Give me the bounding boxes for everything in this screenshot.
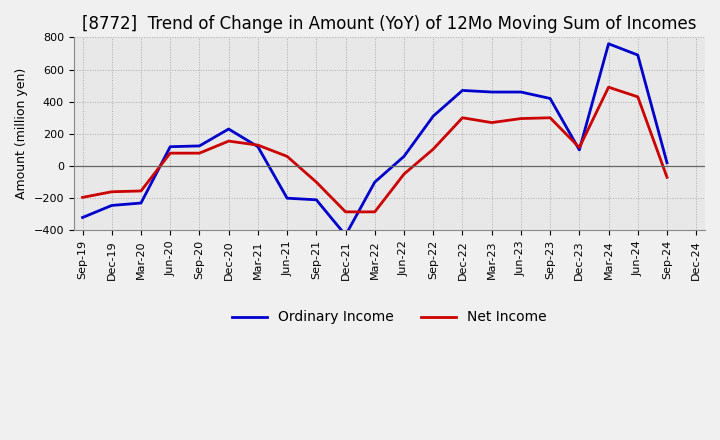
Net Income (604, 84, 613, 90)
Ordinary Income (604, 41, 613, 46)
Net Income (166, 150, 174, 156)
Ordinary Income (107, 203, 116, 208)
Net Income (312, 180, 320, 185)
Ordinary Income (283, 195, 292, 201)
Net Income (78, 195, 87, 200)
Net Income (253, 143, 262, 148)
Net Income (458, 115, 467, 121)
Net Income (487, 120, 496, 125)
Net Income (575, 145, 584, 150)
Legend: Ordinary Income, Net Income: Ordinary Income, Net Income (226, 305, 552, 330)
Net Income (341, 209, 350, 215)
Ordinary Income (78, 215, 87, 220)
Ordinary Income (400, 154, 408, 159)
Ordinary Income (487, 89, 496, 95)
Net Income (516, 116, 525, 121)
Net Income (195, 150, 204, 156)
Net Income (546, 115, 554, 121)
Ordinary Income (458, 88, 467, 93)
Net Income (634, 94, 642, 99)
Line: Ordinary Income: Ordinary Income (83, 44, 667, 235)
Ordinary Income (371, 180, 379, 185)
Ordinary Income (546, 96, 554, 101)
Ordinary Income (253, 144, 262, 149)
Ordinary Income (341, 233, 350, 238)
Ordinary Income (312, 197, 320, 202)
Net Income (371, 209, 379, 215)
Ordinary Income (634, 52, 642, 58)
Ordinary Income (137, 200, 145, 205)
Ordinary Income (429, 114, 438, 119)
Net Income (137, 188, 145, 194)
Title: [8772]  Trend of Change in Amount (YoY) of 12Mo Moving Sum of Incomes: [8772] Trend of Change in Amount (YoY) o… (82, 15, 697, 33)
Net Income (400, 172, 408, 177)
Ordinary Income (575, 147, 584, 153)
Net Income (662, 175, 671, 180)
Ordinary Income (166, 144, 174, 149)
Net Income (107, 189, 116, 194)
Ordinary Income (516, 89, 525, 95)
Y-axis label: Amount (million yen): Amount (million yen) (15, 68, 28, 199)
Line: Net Income: Net Income (83, 87, 667, 212)
Net Income (225, 139, 233, 144)
Net Income (283, 154, 292, 159)
Ordinary Income (195, 143, 204, 149)
Net Income (429, 147, 438, 152)
Ordinary Income (225, 126, 233, 132)
Ordinary Income (662, 160, 671, 165)
